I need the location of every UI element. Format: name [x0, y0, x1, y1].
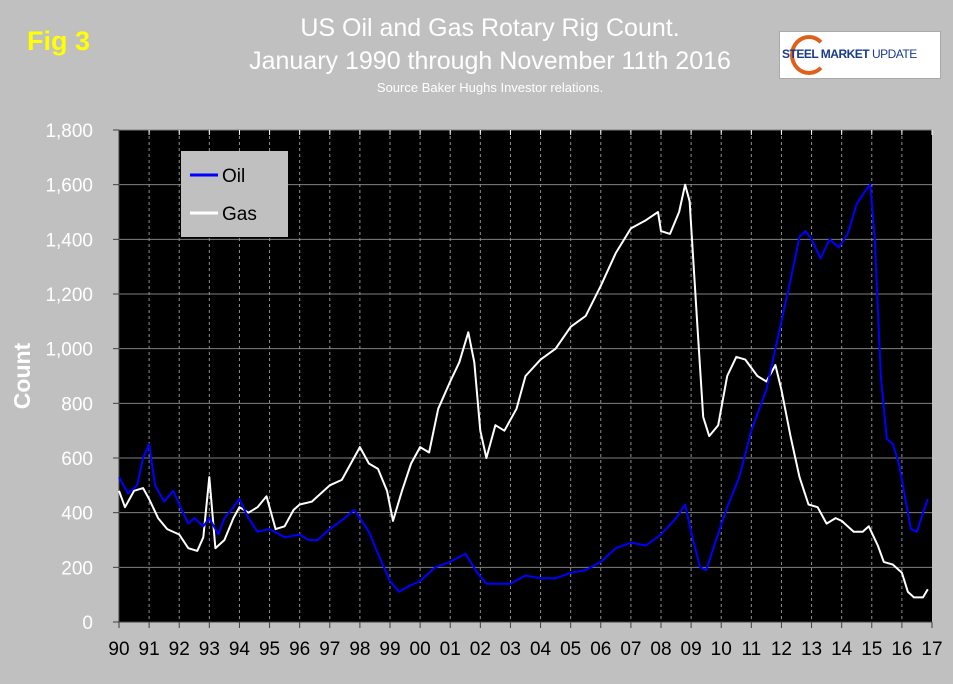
legend-label-oil: Oil: [222, 166, 245, 187]
x-tick-label: 14: [831, 639, 853, 660]
x-tick-label: 17: [921, 639, 942, 660]
y-tick-label: 400: [61, 504, 93, 525]
x-tick-label: 12: [771, 639, 792, 660]
y-tick-label: 800: [61, 394, 93, 415]
chart-subtitle: Source Baker Hughs Investor relations.: [376, 80, 604, 95]
x-tick-label: 92: [169, 639, 190, 660]
y-tick-label: 200: [61, 558, 93, 579]
x-tick-label: 07: [620, 639, 641, 660]
x-tick-label: 96: [289, 639, 310, 660]
x-tick-label: 04: [530, 639, 552, 660]
x-tick-label: 90: [108, 639, 129, 660]
chart-title-line2: January 1990 through November 11th 2016: [249, 47, 731, 75]
x-tick-label: 94: [229, 639, 251, 660]
chart-title: US Oil and Gas Rotary Rig Count. January…: [160, 12, 820, 78]
x-tick-label: 05: [560, 639, 581, 660]
series-line-gas: [118, 183, 929, 599]
x-tick-label: 03: [500, 639, 521, 660]
logo-arc-icon: [790, 35, 828, 75]
x-tick-label: 15: [861, 639, 882, 660]
y-tick-label: 0: [82, 613, 93, 634]
legend-box: [181, 151, 288, 237]
legend-label-gas: Gas: [222, 204, 257, 225]
y-axis-label: Count: [9, 342, 35, 409]
x-tick-label: 16: [891, 639, 912, 660]
x-tick-label: 98: [349, 639, 370, 660]
x-tick-label: 91: [139, 639, 160, 660]
logo-text-light: UPDATE: [869, 47, 917, 61]
figure-label: Fig 3: [27, 26, 91, 56]
x-tick-label: 99: [379, 639, 400, 660]
x-tick-label: 08: [650, 639, 671, 660]
y-tick-label: 1,400: [45, 230, 93, 251]
x-tick-label: 10: [711, 639, 732, 660]
y-tick-label: 1,800: [45, 121, 93, 142]
logo-text-bold: STEEL MARKET: [782, 47, 870, 61]
steel-market-update-logo: STEEL MARKET UPDATE: [779, 31, 941, 79]
x-tick-label: 00: [410, 639, 431, 660]
x-tick-label: 13: [801, 639, 822, 660]
x-tick-label: 11: [741, 639, 761, 660]
chart-title-line1: US Oil and Gas Rotary Rig Count.: [300, 14, 680, 42]
x-tick-label: 06: [590, 639, 611, 660]
series-line-oil: [118, 183, 929, 593]
x-tick-label: 01: [440, 639, 461, 660]
y-tick-label: 600: [61, 449, 93, 470]
x-tick-label: 95: [259, 639, 280, 660]
x-tick-label: 09: [681, 639, 702, 660]
x-tick-label: 97: [319, 639, 340, 660]
x-tick-label: 93: [199, 639, 220, 660]
y-tick-label: 1,600: [45, 176, 93, 197]
y-tick-label: 1,200: [45, 285, 93, 306]
y-tick-label: 1,000: [45, 340, 93, 361]
x-tick-label: 02: [470, 639, 491, 660]
